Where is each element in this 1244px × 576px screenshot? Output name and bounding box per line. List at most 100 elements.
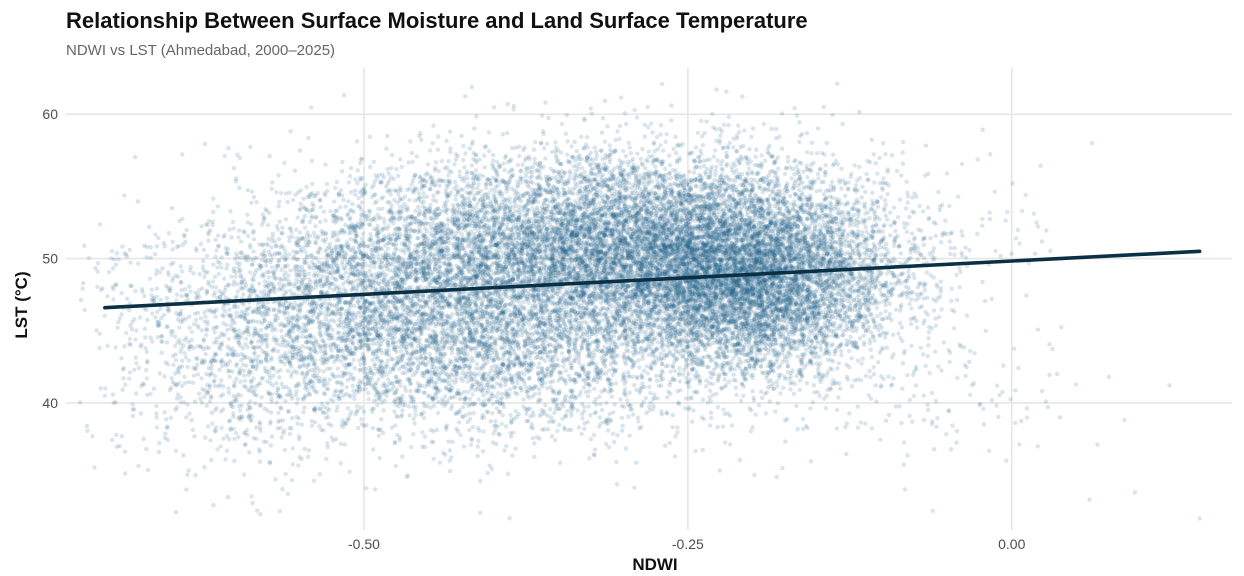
data-point [885,167,890,172]
data-point [663,298,669,304]
data-point [532,303,538,308]
data-point [693,158,698,164]
data-point [933,221,938,226]
data-point [725,144,730,149]
data-point [897,197,903,202]
data-point [443,203,448,208]
data-point [752,192,758,197]
data-point [711,125,716,130]
data-point [638,181,643,186]
data-point [520,162,525,167]
data-point [482,165,487,170]
data-point [435,280,440,285]
data-point [1035,224,1041,229]
data-point [669,226,675,232]
data-point [498,164,503,169]
data-point [437,183,442,188]
data-point [1044,228,1049,233]
data-point [749,134,754,140]
data-point [734,392,739,398]
data-point [554,226,559,231]
chart-subtitle: NDWI vs LST (Ahmedabad, 2000–2025) [66,42,335,59]
data-point [539,293,545,298]
data-point [773,126,779,132]
data-point [529,276,535,281]
data-point [998,253,1003,259]
data-point [1009,251,1014,256]
data-point [700,195,706,200]
data-point [461,157,466,163]
data-point [711,154,717,159]
data-point [632,107,637,113]
data-point [952,245,957,251]
data-point [446,159,451,164]
data-point [664,132,669,137]
data-point [324,181,330,187]
data-point [294,227,299,232]
data-point [731,170,737,176]
data-point [381,175,386,180]
data-point [464,239,469,244]
data-point [563,131,569,136]
data-point [430,141,435,146]
data-point [835,81,840,86]
data-point [297,148,303,153]
data-point [980,279,985,285]
data-point [958,269,963,275]
data-point [456,221,462,227]
data-point [823,163,828,168]
data-point [215,233,221,238]
data-point [517,153,522,159]
data-point [980,216,985,222]
data-point [486,130,492,135]
data-point [702,130,707,136]
data-point [905,194,911,199]
data-point [839,166,844,171]
data-point [648,121,654,126]
data-point [916,227,921,232]
data-point [765,197,771,203]
data-point [153,315,158,320]
data-point [414,154,420,159]
data-point [871,152,877,157]
data-point [579,195,584,201]
data-point [648,321,653,326]
data-point [532,156,537,162]
data-point [745,172,751,177]
data-point [447,193,452,198]
data-point [814,189,819,194]
data-point [508,157,514,162]
data-point [646,149,651,154]
data-point [578,186,583,191]
data-point [1013,236,1019,241]
data-point [576,157,582,162]
chart-title: Relationship Between Surface Moisture an… [66,8,808,33]
data-point [609,309,614,315]
data-point [422,226,428,231]
data-point [630,228,635,233]
data-point [472,126,477,131]
data-point [828,184,834,189]
data-point [569,155,574,160]
data-point [710,111,715,117]
data-point [792,172,797,177]
data-point [615,129,620,134]
data-point [583,268,588,273]
data-point [993,248,998,254]
data-point [938,279,943,284]
data-point [518,180,524,185]
data-point [663,166,668,171]
data-point [402,250,407,255]
data-point [672,368,678,373]
data-point [759,161,764,166]
data-point [474,114,479,119]
data-point [550,176,555,181]
data-point [668,369,673,374]
data-point [668,118,674,123]
data-point [277,199,282,204]
data-point [906,269,911,275]
data-point [686,280,692,286]
data-point [406,160,411,165]
data-point [918,252,923,257]
data-point [718,161,723,167]
